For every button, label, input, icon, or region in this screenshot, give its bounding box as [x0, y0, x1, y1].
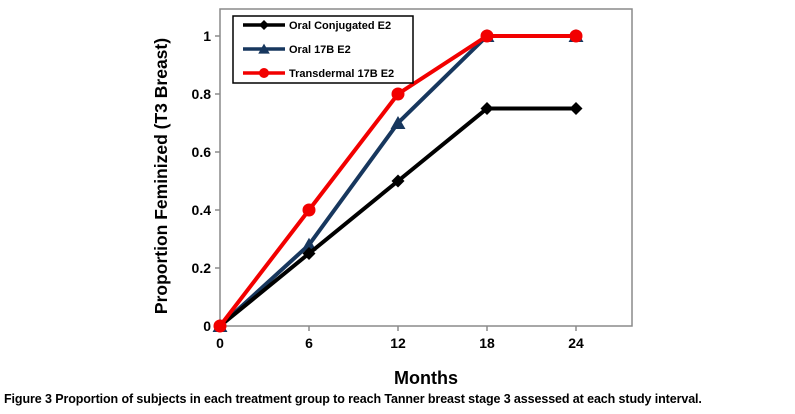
y-tick-label: 0.8 — [192, 86, 212, 102]
x-tick-label: 0 — [216, 335, 224, 351]
legend-marker — [259, 20, 269, 30]
y-tick-label: 0.6 — [192, 144, 212, 160]
legend-marker — [259, 68, 269, 78]
legend-marker — [258, 43, 270, 54]
y-axis-title: Proportion Feminized (T3 Breast) — [151, 38, 171, 314]
legend-item: Transdermal 17B E2 — [243, 68, 394, 80]
legend-label: Transdermal 17B E2 — [289, 68, 394, 80]
y-tick-label: 0.4 — [192, 202, 212, 218]
data-point-marker — [569, 29, 583, 43]
x-tick-label: 24 — [568, 335, 584, 351]
x-tick-label: 6 — [305, 335, 313, 351]
data-point-marker — [480, 102, 494, 115]
data-point-marker — [390, 115, 406, 129]
x-tick-label: 18 — [479, 335, 495, 351]
data-point-marker — [301, 237, 317, 251]
data-point-marker — [302, 247, 316, 260]
figure-caption-label: Figure 3 — [4, 392, 52, 406]
x-tick-label: 12 — [390, 335, 406, 351]
plot-frame — [219, 8, 633, 327]
legend: Oral Conjugated E2 Oral 17B E2 Transdermal… — [232, 15, 414, 84]
data-point-marker — [213, 319, 227, 333]
figure-caption: Figure 3 Proportion of subjects in each … — [4, 391, 792, 407]
y-tick-label: 0 — [203, 318, 211, 334]
legend-label: Oral Conjugated E2 — [289, 20, 391, 32]
legend-label: Oral 17B E2 — [289, 44, 351, 56]
y-tick-label: 0.2 — [192, 260, 212, 276]
y-tick-label: 1 — [203, 28, 211, 44]
series-line — [218, 106, 578, 328]
data-point-marker — [480, 29, 494, 43]
legend-item: Oral 17B E2 — [243, 43, 351, 56]
data-point-marker — [391, 87, 405, 101]
data-point-marker — [391, 174, 405, 188]
figure-caption-text: Proportion of subjects in each treatment… — [55, 392, 702, 406]
x-axis-title: Months — [394, 368, 458, 388]
legend-item: Oral Conjugated E2 — [243, 20, 391, 32]
data-point-marker — [569, 102, 583, 115]
data-point-marker — [302, 203, 316, 217]
series-circle — [213, 29, 583, 333]
series-diamond — [213, 102, 583, 333]
